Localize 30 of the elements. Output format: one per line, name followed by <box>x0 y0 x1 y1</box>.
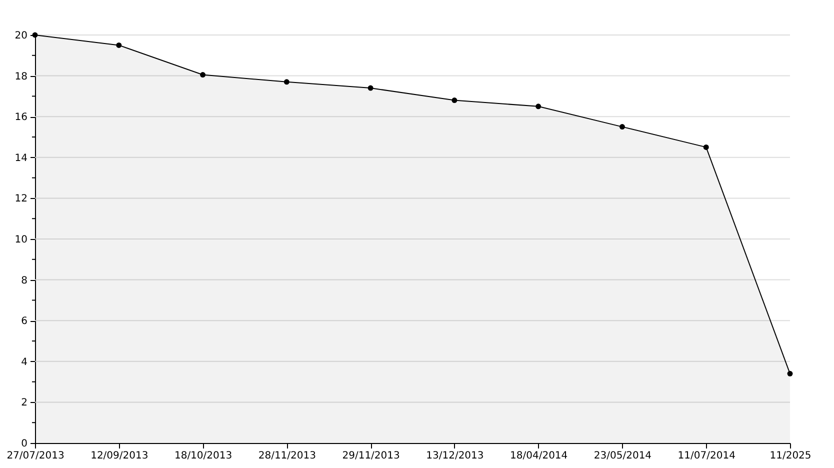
x-tick-label: 27/07/2013 <box>6 450 64 462</box>
point <box>787 370 793 376</box>
point <box>536 104 542 110</box>
x-tick-label: 12/09/2013 <box>90 450 148 462</box>
x-tick-label: 11/2025 <box>770 450 812 462</box>
y-tick-label: 12 <box>14 194 28 205</box>
x-tick-label: 13/12/2013 <box>426 450 484 462</box>
y-tick-label: 8 <box>21 275 28 286</box>
x-tick-label: 18/10/2013 <box>174 450 232 462</box>
y-tick-label: 20 <box>14 30 28 42</box>
x-tick-label: 23/05/2014 <box>594 450 652 462</box>
y-tick-label: 14 <box>14 152 28 164</box>
point <box>284 79 290 85</box>
y-tick-label: 4 <box>21 356 28 368</box>
point <box>116 42 122 48</box>
y-tick-label: 18 <box>14 71 28 82</box>
y-tick-label: 6 <box>21 316 28 328</box>
x-tick-label: 28/11/2013 <box>258 450 316 462</box>
point <box>619 124 625 130</box>
y-tick-label: 10 <box>14 234 28 246</box>
x-tick-label: 18/04/2014 <box>510 450 568 462</box>
y-tick-label: 2 <box>21 398 28 409</box>
point <box>452 98 458 104</box>
y-tick-label: 16 <box>14 112 28 124</box>
point <box>200 72 206 78</box>
x-tick-label: 29/11/2013 <box>342 450 400 462</box>
point <box>703 144 709 150</box>
point <box>368 85 374 91</box>
x-tick-label: 11/07/2014 <box>678 450 736 462</box>
y-tick-label: 0 <box>21 438 28 450</box>
